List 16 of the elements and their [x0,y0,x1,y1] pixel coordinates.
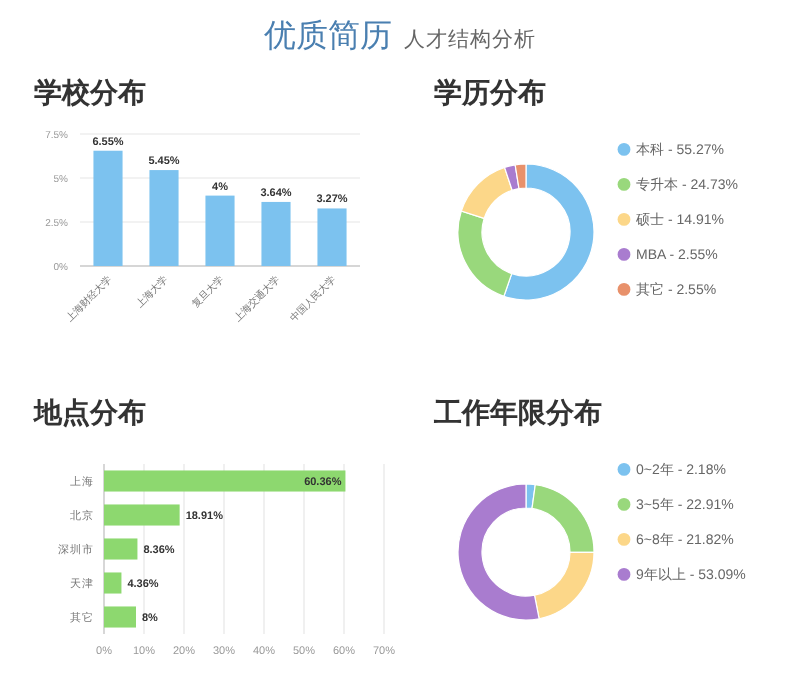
chart-title: 工作年限分布 [432,396,602,428]
bar [104,504,180,526]
bar [104,606,136,628]
chart-title: 地点分布 [32,396,146,428]
bar [104,538,138,560]
bar [93,150,123,266]
chart-title: 学历分布 [434,76,546,108]
bar [104,470,346,492]
bar [261,201,291,266]
bar [149,170,179,266]
bar [317,208,347,266]
bar [104,572,122,594]
text: 人才结构分析 [404,26,536,52]
chart-title: 学校分布 [34,76,146,108]
text: 优质简历 [264,18,392,54]
bar [205,195,235,266]
